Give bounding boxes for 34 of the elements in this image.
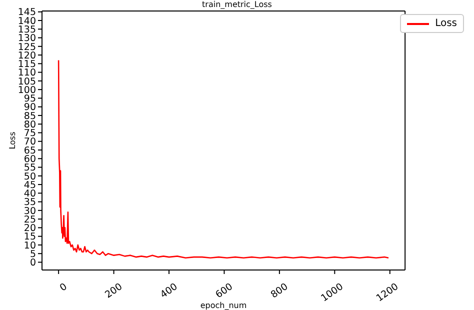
y-tick-label: 145 (18, 7, 36, 18)
y-axis-title: Loss (8, 132, 17, 150)
y-tick-label: 70 (24, 136, 36, 148)
x-tick-label: 200 (103, 281, 125, 301)
x-tick-label: 0 (58, 281, 70, 294)
y-tick-label: 50 (24, 171, 36, 182)
y-tick-label: 100 (18, 84, 36, 96)
y-tick-label: 135 (18, 24, 36, 36)
y-tick-label: 90 (24, 102, 36, 114)
x-tick-label: 800 (269, 281, 290, 301)
y-tick-label: 120 (18, 50, 36, 62)
y-tick-label: 45 (24, 180, 36, 191)
y-tick-label: 0 (30, 258, 36, 269)
x-axis-title: epoch_num (200, 301, 247, 310)
y-tick-label: 125 (18, 42, 36, 53)
y-tick-label: 35 (24, 197, 36, 208)
legend-label: Loss (435, 18, 457, 29)
y-tick-label: 65 (24, 145, 36, 156)
y-tick-label: 85 (24, 110, 36, 122)
y-tick-label: 5 (30, 248, 36, 260)
y-tick-label: 140 (18, 16, 36, 27)
y-tick-label: 30 (24, 206, 36, 217)
y-tick-label: 105 (18, 76, 36, 88)
y-tick-label: 10 (24, 240, 36, 252)
x-tick-label: 600 (214, 281, 235, 301)
chart-title: train_metric_Loss (201, 0, 273, 9)
y-tick-label: 15 (24, 232, 36, 243)
y-tick-label: 55 (24, 162, 36, 174)
x-tick-label: 400 (158, 281, 180, 301)
y-tick-label: 80 (24, 119, 36, 130)
y-tick-label: 130 (18, 33, 36, 44)
line-series (58, 60, 390, 259)
y-tick-label: 25 (24, 214, 36, 226)
y-tick-label: 110 (18, 68, 36, 79)
